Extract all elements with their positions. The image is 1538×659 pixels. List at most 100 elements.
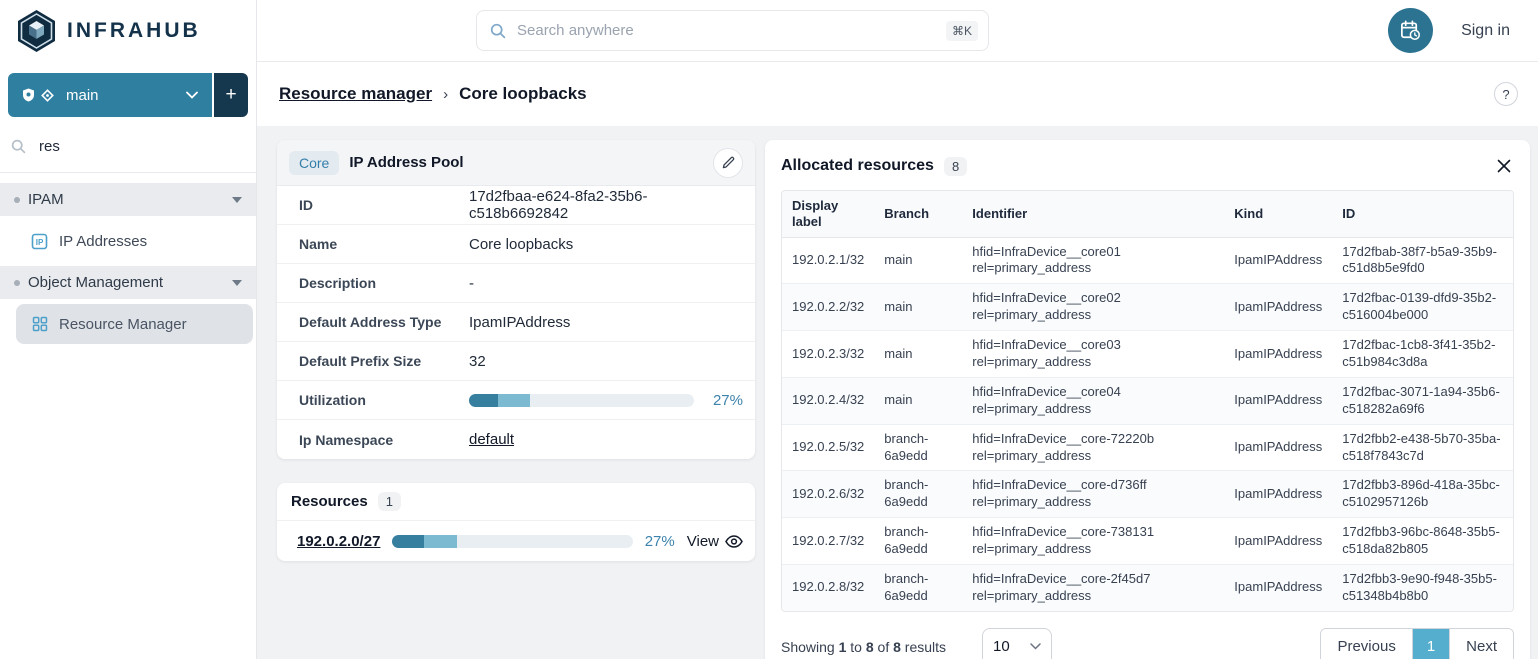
caret-down-icon (232, 196, 242, 203)
utilization-bar-default-branch (469, 393, 499, 407)
resources-count-badge: 1 (377, 492, 401, 511)
sign-in-link[interactable]: Sign in (1461, 21, 1510, 39)
field-value: Core loopbacks (469, 235, 574, 253)
top-bar: ⌘K Sign in (257, 0, 1538, 62)
search-icon (10, 138, 27, 155)
cell-branch: main (874, 330, 963, 378)
cell-kind: IpamIPAddress (1224, 283, 1333, 332)
summary-text: of (873, 638, 894, 655)
sidebar-group-object-management[interactable]: Object Management (0, 266, 256, 299)
cell-kind: IpamIPAddress (1224, 564, 1333, 611)
chevron-down-icon (186, 91, 198, 99)
eye-icon (725, 534, 743, 548)
table-row[interactable]: 192.0.2.6/32 branch-6a9edd hfid=InfraDev… (782, 470, 1513, 519)
sidebar-filter[interactable] (0, 137, 256, 173)
table-row[interactable]: 192.0.2.2/32 main hfid=InfraDevice__core… (782, 283, 1513, 332)
cell-id: 17d2fbb3-96bc-8648-35b5-c518da82b805 (1332, 517, 1513, 565)
breadcrumb-parent-link[interactable]: Resource manager (279, 84, 433, 103)
allocated-count-badge: 8 (943, 156, 968, 176)
cell-display-label: 192.0.2.4/32 (782, 377, 875, 425)
view-resource-button[interactable]: View (687, 533, 743, 550)
add-branch-button[interactable]: + (214, 73, 248, 117)
sidebar-group-ipam[interactable]: IPAM (0, 183, 256, 216)
brand-logo[interactable]: INFRAHUB (0, 0, 256, 62)
utilization-bar-other-branches (498, 393, 530, 407)
resource-row: 192.0.2.0/27 27% View (277, 521, 755, 561)
cell-branch: branch-6a9edd (874, 564, 963, 611)
results-summary: Showing 1 to 8 of 8 results (781, 639, 946, 655)
cell-identifier: hfid=InfraDevice__core03 rel=primary_add… (962, 330, 1225, 378)
edit-button[interactable] (713, 147, 743, 178)
field-row-description: Description - (277, 264, 755, 303)
table-row[interactable]: 192.0.2.3/32 main hfid=InfraDevice__core… (782, 330, 1513, 378)
table-row[interactable]: 192.0.2.7/32 branch-6a9edd hfid=InfraDev… (782, 517, 1513, 565)
cell-identifier: hfid=InfraDevice__core01 rel=primary_add… (962, 237, 1225, 285)
cell-branch: main (874, 237, 963, 285)
page-title: Core loopbacks (459, 84, 587, 103)
summary-text: Showing (781, 638, 839, 655)
resource-bar-other-branches (423, 534, 458, 548)
caret-down-icon (232, 279, 242, 286)
global-search[interactable]: ⌘K (476, 10, 989, 51)
cell-display-label: 192.0.2.7/32 (782, 517, 875, 565)
sidebar-item-ip-addresses[interactable]: IP IP Addresses (0, 221, 256, 261)
field-value: - (469, 274, 474, 292)
resources-card-header: Resources 1 (277, 483, 755, 521)
global-search-input[interactable] (515, 21, 937, 40)
field-row-utilization: Utilization 27% (277, 381, 755, 420)
page-size-select[interactable]: 10 (982, 627, 1053, 659)
cell-branch: branch-6a9edd (874, 517, 963, 565)
cell-identifier: hfid=InfraDevice__core-2f45d7 rel=primar… (962, 564, 1225, 611)
branch-selector[interactable]: main (8, 73, 212, 117)
cell-kind: IpamIPAddress (1224, 424, 1333, 472)
field-row-ip-namespace: Ip Namespace default (277, 420, 755, 459)
cell-kind: IpamIPAddress (1224, 377, 1333, 425)
cell-display-label: 192.0.2.5/32 (782, 424, 875, 472)
branch-selector-row: main + (8, 73, 248, 117)
column-header-id: ID (1332, 191, 1513, 238)
utilization-percent: 27% (712, 391, 743, 409)
svg-text:IP: IP (36, 237, 44, 246)
sidebar-group-label: IPAM (28, 191, 64, 208)
allocated-resources-table: Display label Branch Identifier Kind ID … (781, 190, 1514, 612)
resource-percent: 27% (644, 532, 675, 550)
main-column: ⌘K Sign in Resource manager › Core loopb… (257, 0, 1538, 659)
left-column: Core IP Address Pool ID 17d2fbaa-e624-8f… (277, 140, 755, 659)
branch-name: main (66, 86, 99, 104)
previous-page-button[interactable]: Previous (1321, 628, 1412, 659)
cell-kind: IpamIPAddress (1224, 470, 1333, 519)
table-row[interactable]: 192.0.2.4/32 main hfid=InfraDevice__core… (782, 377, 1513, 425)
table-row[interactable]: 192.0.2.5/32 branch-6a9edd hfid=InfraDev… (782, 424, 1513, 472)
cell-branch: branch-6a9edd (874, 470, 963, 519)
sidebar-menu: IPAM IP IP Addresses Object Management R… (0, 183, 256, 349)
sidebar-filter-input[interactable] (37, 137, 246, 156)
cell-identifier: hfid=InfraDevice__core04 rel=primary_add… (962, 377, 1225, 425)
cell-kind: IpamIPAddress (1224, 237, 1333, 285)
bullet-icon (14, 279, 20, 286)
branch-diamond-icon (41, 88, 54, 102)
sidebar: INFRAHUB main + IPAM (0, 0, 257, 659)
ip-address-icon: IP (31, 233, 48, 250)
cell-identifier: hfid=InfraDevice__core02 rel=primary_add… (962, 283, 1225, 332)
table-row[interactable]: 192.0.2.1/32 main hfid=InfraDevice__core… (782, 237, 1513, 285)
calendar-clock-icon (1399, 19, 1422, 42)
current-page-button[interactable]: 1 (1411, 628, 1451, 659)
summary-text: to (846, 638, 866, 655)
resource-prefix-link[interactable]: 192.0.2.0/27 (297, 532, 381, 550)
sidebar-item-label: Resource Manager (59, 315, 187, 333)
sidebar-item-label: IP Addresses (59, 232, 148, 250)
brand-name: INFRAHUB (67, 19, 201, 42)
sidebar-group-label: Object Management (28, 274, 164, 291)
close-panel-button[interactable] (1494, 156, 1514, 176)
help-button[interactable]: ? (1494, 82, 1518, 106)
allocated-resources-panel: Allocated resources 8 Display label Bran… (765, 140, 1530, 659)
table-row[interactable]: 192.0.2.8/32 branch-6a9edd hfid=InfraDev… (782, 564, 1513, 611)
column-header-kind: Kind (1224, 191, 1333, 238)
ip-namespace-link[interactable]: default (469, 431, 515, 448)
cell-identifier: hfid=InfraDevice__core-d736ff rel=primar… (962, 470, 1225, 519)
chevron-down-icon (1030, 643, 1041, 650)
schedule-avatar-button[interactable] (1388, 8, 1434, 53)
resource-bar-default-branch (392, 534, 424, 548)
next-page-button[interactable]: Next (1450, 628, 1513, 659)
sidebar-item-resource-manager[interactable]: Resource Manager (16, 304, 253, 344)
